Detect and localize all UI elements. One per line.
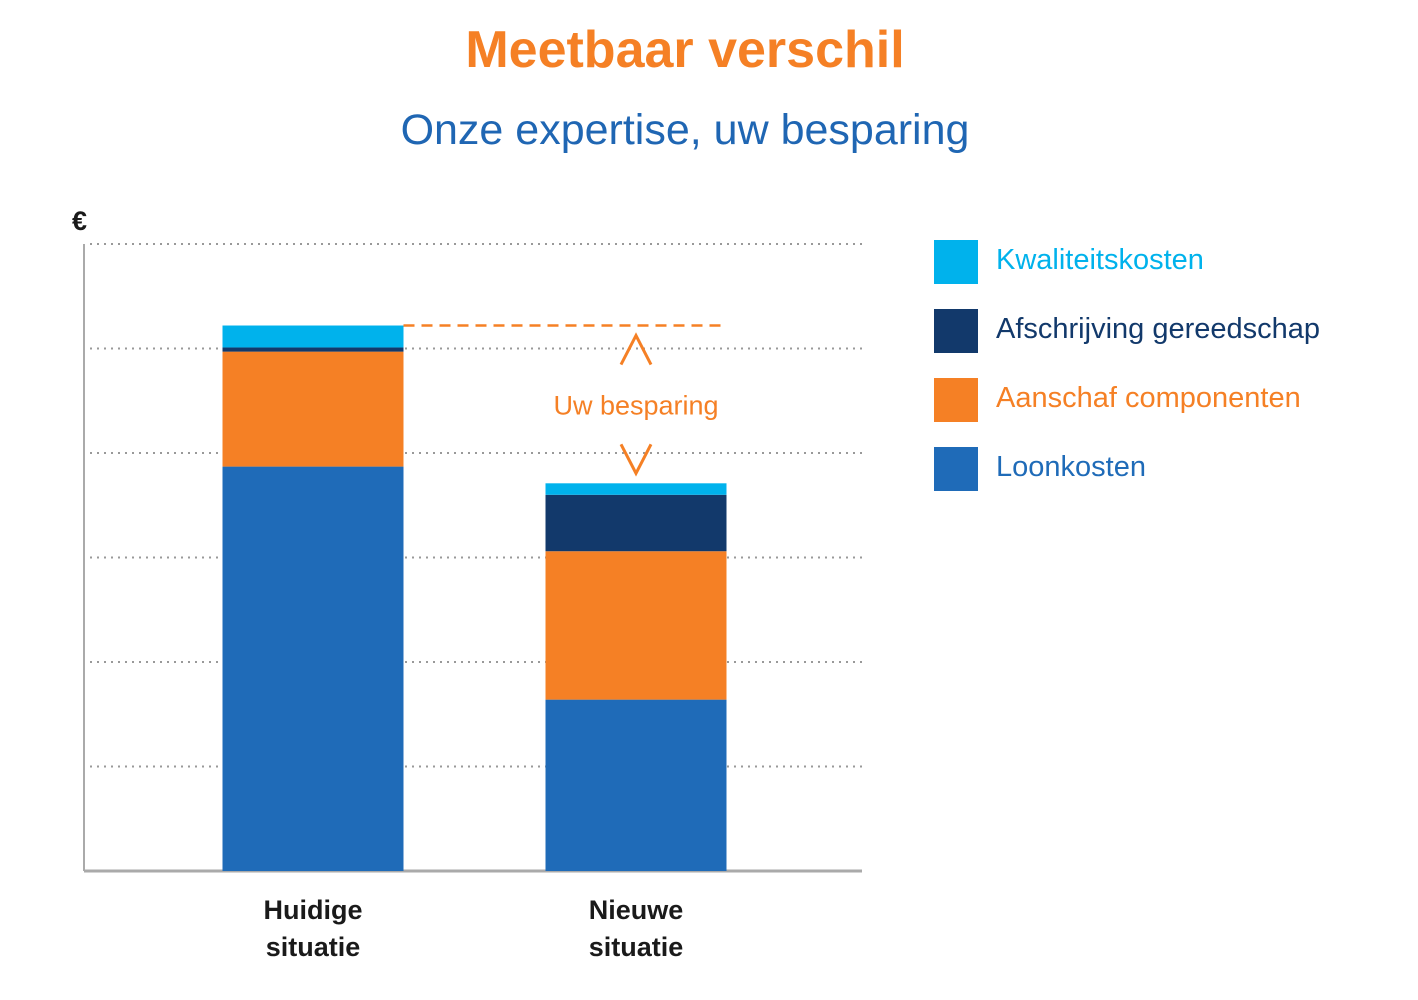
bar-huidige-situatie-afschrijving-gereedschap (222, 347, 404, 352)
bar-huidige-situatie-loonkosten (222, 466, 404, 871)
legend-label: Aanschaf componenten (996, 382, 1301, 414)
legend-item-aanschaf-componenten: Aanschaf componenten (934, 378, 1404, 422)
savings-label: Uw besparing (553, 390, 718, 420)
bar-nieuwe-situatie-afschrijving-gereedschap (545, 494, 727, 552)
legend-label: Loonkosten (996, 451, 1146, 483)
x-tick-label: situatie (266, 932, 361, 962)
y-axis-label: € (72, 206, 87, 236)
x-tick-label: Huidige (264, 895, 363, 925)
x-tick-label: situatie (589, 932, 684, 962)
bar-huidige-situatie-kwaliteitskosten (222, 325, 404, 348)
bar-nieuwe-situatie-kwaliteitskosten (545, 483, 727, 495)
legend-swatch (934, 240, 978, 284)
legend-label: Kwaliteitskosten (996, 244, 1204, 276)
savings-arrow-down (619, 443, 653, 477)
bar-nieuwe-situatie-aanschaf-componenten (545, 551, 727, 700)
bar-nieuwe-situatie-loonkosten (545, 699, 727, 871)
legend-item-loonkosten: Loonkosten (934, 447, 1404, 491)
legend-item-kwaliteitskosten: Kwaliteitskosten (934, 240, 1404, 284)
savings-arrow-up (619, 332, 653, 366)
x-tick-label: Nieuwe (589, 895, 684, 925)
chart-title: Meetbaar verschil (465, 21, 905, 79)
legend-swatch (934, 309, 978, 353)
legend-item-afschrijving-gereedschap: Afschrijving gereedschap (934, 309, 1404, 353)
bar-huidige-situatie-aanschaf-componenten (222, 351, 404, 467)
legend-label: Afschrijving gereedschap (996, 313, 1321, 345)
legend-swatch (934, 447, 978, 491)
chart-subtitle: Onze expertise, uw besparing (400, 106, 970, 154)
legend-swatch (934, 378, 978, 422)
